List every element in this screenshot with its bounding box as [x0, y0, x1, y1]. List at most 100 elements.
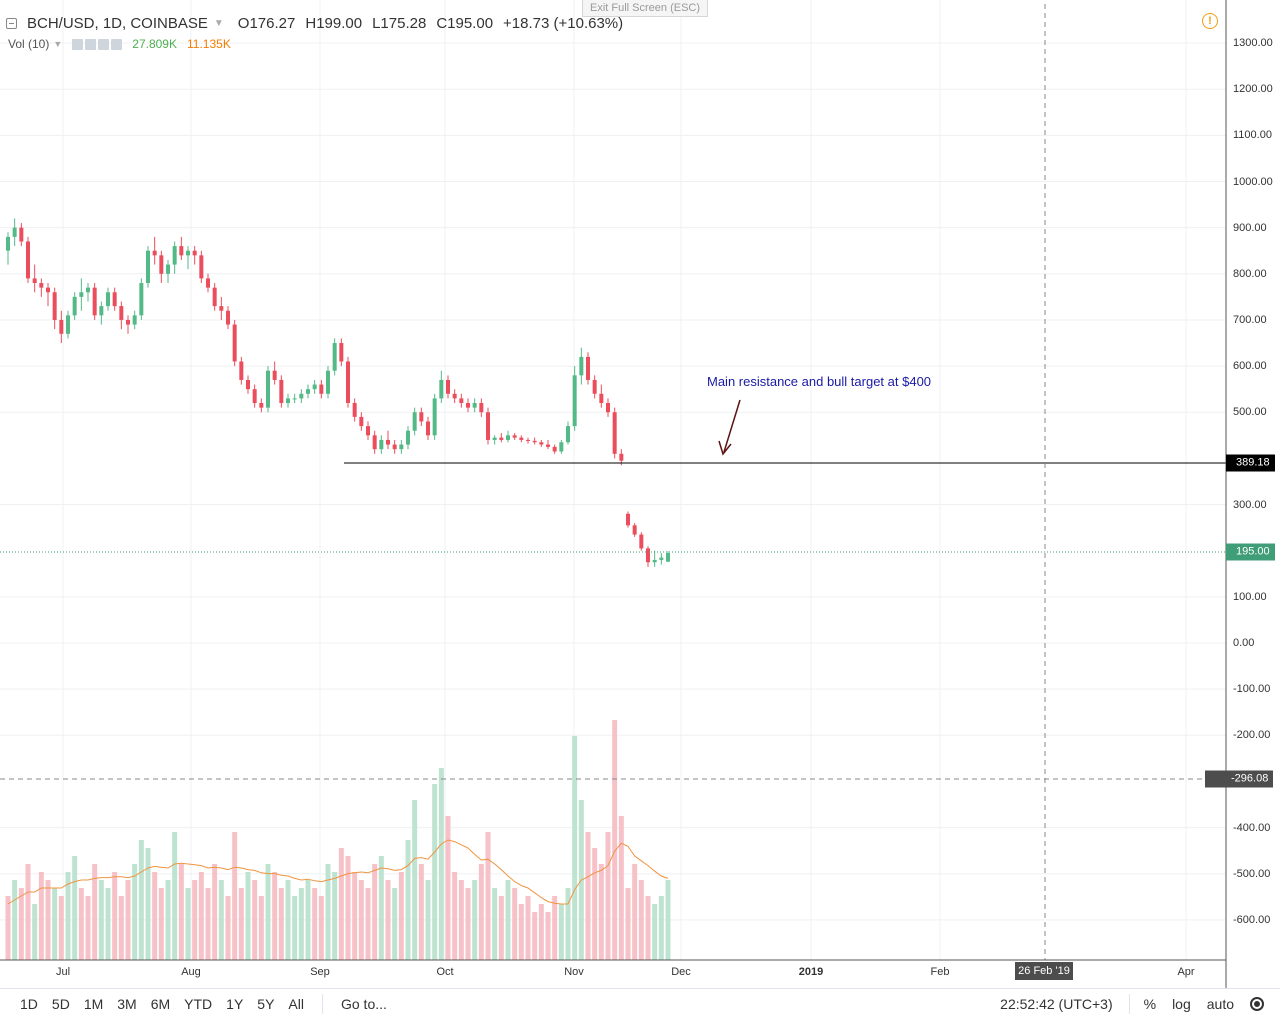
exit-fullscreen-button[interactable]: Exit Full Screen (ESC) — [582, 0, 708, 17]
candle-body — [632, 525, 637, 535]
candle-body — [39, 283, 44, 288]
candle-body — [419, 412, 424, 422]
candle-body — [472, 403, 477, 408]
candlestick-series — [6, 218, 670, 567]
timeframe-5y[interactable]: 5Y — [257, 996, 275, 1012]
timeframe-all[interactable]: All — [288, 996, 304, 1012]
percent-scale-toggle[interactable]: % — [1143, 996, 1157, 1012]
candle-body — [112, 292, 117, 307]
candle-body — [626, 513, 630, 526]
collapse-legend-icon[interactable] — [6, 17, 17, 29]
price-tick-label: 300.00 — [1233, 498, 1267, 511]
volume-bar — [365, 888, 371, 960]
volume-bar — [358, 880, 364, 960]
volume-bar — [298, 888, 304, 960]
candle-body — [26, 241, 30, 279]
volume-bar — [272, 872, 278, 960]
volume-bar — [585, 832, 591, 960]
candle-body — [179, 246, 184, 256]
support-price-tag: 389.18 — [1226, 454, 1275, 472]
log-scale-toggle[interactable]: log — [1172, 996, 1191, 1012]
timeframe-1m[interactable]: 1M — [83, 996, 104, 1012]
auto-scale-toggle[interactable]: auto — [1206, 996, 1234, 1012]
candle-body — [339, 343, 344, 362]
candle-body — [219, 306, 224, 311]
volume-bar — [158, 888, 164, 960]
time-tick-label: 2019 — [798, 966, 824, 978]
candle-body — [639, 534, 644, 549]
volume-indicator-label[interactable]: Vol (10) — [8, 37, 50, 51]
candle-body — [459, 398, 464, 404]
volume-bar — [245, 872, 251, 960]
toolbar-divider — [1128, 994, 1130, 1014]
timeframe-ytd[interactable]: YTD — [184, 996, 213, 1012]
volume-bar — [432, 784, 438, 960]
candle-body — [52, 292, 57, 320]
candle-body — [19, 227, 24, 242]
goto-date-button[interactable]: Go to... — [340, 996, 387, 1012]
candle-body — [392, 444, 397, 450]
price-tick-label: -600.00 — [1233, 913, 1271, 926]
volume-value: 27.809K — [132, 37, 177, 51]
volume-bar — [78, 888, 84, 960]
candle-body — [452, 393, 457, 399]
timeframe-3m[interactable]: 3M — [117, 996, 137, 1012]
candle-body — [86, 287, 90, 293]
volume-bar — [438, 768, 444, 960]
volume-bars — [5, 720, 671, 960]
price-tick-label: 500.00 — [1233, 406, 1267, 419]
volume-bar — [278, 888, 284, 960]
volume-bar — [192, 880, 198, 960]
candle-body — [646, 548, 650, 563]
candle-body — [552, 446, 557, 452]
gear-icon[interactable] — [1250, 997, 1264, 1011]
time-tick-label: Dec — [671, 966, 691, 978]
candle-body — [532, 440, 537, 443]
symbol-title[interactable]: BCH/USD, 1D, COINBASE — [27, 14, 208, 32]
candle-body — [126, 319, 130, 325]
volume-bar — [292, 896, 298, 960]
plus-icon[interactable] — [98, 38, 110, 50]
timeframe-1y[interactable]: 1Y — [226, 996, 244, 1012]
clock-timezone[interactable]: 22:52:42 (UTC+3) — [1000, 996, 1113, 1012]
last-price-tag: 195.00 — [1226, 543, 1275, 561]
chart-annotation[interactable]: Main resistance and bull target at $400 — [707, 374, 932, 389]
gear-icon[interactable] — [85, 38, 97, 50]
timeframe-6m[interactable]: 6M — [150, 996, 171, 1012]
volume-bar — [45, 880, 51, 960]
candle-body — [99, 306, 104, 316]
candle-body — [72, 296, 77, 316]
warning-icon[interactable]: ! — [1202, 13, 1218, 29]
volume-bar — [165, 880, 171, 960]
timeframe-1d[interactable]: 1D — [20, 996, 38, 1012]
candle-body — [412, 412, 417, 431]
candle-body — [272, 370, 277, 380]
candle-body — [32, 278, 37, 284]
volume-bar — [592, 848, 598, 960]
volume-bar — [232, 832, 238, 960]
close-icon[interactable] — [111, 38, 123, 50]
volume-bar — [332, 872, 338, 960]
candle-body — [586, 356, 590, 380]
candle-body — [146, 250, 150, 284]
time-tick-label: Oct — [436, 966, 454, 978]
candle-body — [346, 361, 350, 404]
volume-bar — [658, 896, 664, 960]
candle-body — [46, 287, 50, 293]
volume-bar — [65, 872, 71, 960]
eye-icon[interactable] — [72, 38, 84, 50]
price-tick-label: -500.00 — [1233, 867, 1271, 880]
chevron-down-icon[interactable]: ▼ — [53, 39, 63, 49]
candle-body — [466, 403, 470, 408]
chevron-down-icon[interactable]: ▼ — [213, 17, 224, 29]
timeframe-5d[interactable]: 5D — [51, 996, 70, 1012]
volume-bar — [392, 888, 398, 960]
volume-bar — [498, 896, 504, 960]
time-tick-label: Feb — [930, 966, 950, 978]
candle-body — [139, 283, 144, 316]
volume-bar — [532, 912, 538, 960]
volume-bar — [538, 904, 544, 960]
volume-bar — [445, 816, 451, 960]
candle-body — [506, 435, 510, 440]
